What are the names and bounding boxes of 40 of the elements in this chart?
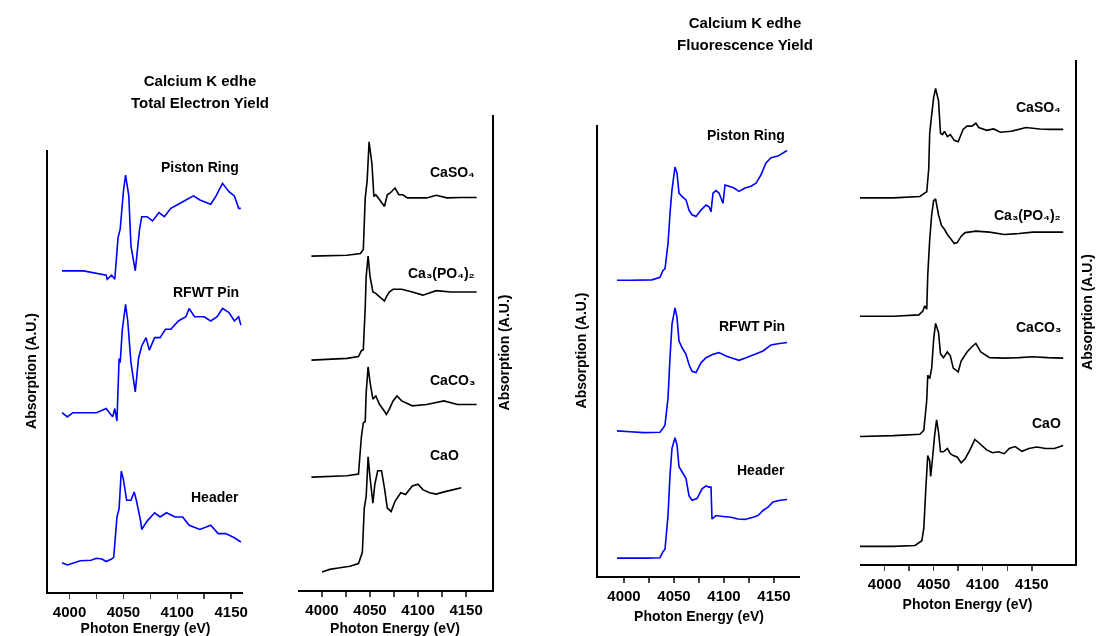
x-tick-label: 4100 — [401, 601, 435, 618]
x-tick-label: 4150 — [757, 587, 791, 604]
x-tick-label: 4000 — [305, 601, 339, 618]
y-axis-title: Absorption (A.U.) — [573, 292, 590, 409]
x-axis-title: Photon Energy (eV) — [330, 620, 460, 636]
x-tick-label: 4100 — [707, 587, 741, 604]
x-tick-label: 4000 — [52, 603, 87, 620]
series-label: Piston Ring — [161, 159, 239, 175]
x-axis-title: Photon Energy (eV) — [902, 595, 1033, 612]
x-tick-label: 4000 — [607, 587, 641, 604]
x-tick-label: 4150 — [1015, 575, 1049, 592]
x-tick-label: 4100 — [966, 575, 1000, 592]
x-tick-label: 4000 — [867, 575, 902, 592]
y2-axis-title: Absorption (A.U.) — [1078, 254, 1095, 370]
y-axis-title: Absorption (A.U.) — [23, 313, 40, 429]
chart-title: Calcium K edhe Fluorescence Yield — [677, 13, 813, 55]
x-tick-label: 4050 — [106, 603, 141, 620]
x-tick-label: 4150 — [214, 603, 248, 620]
x-axis-title: Photon Energy (eV) — [634, 607, 764, 624]
x-tick-label: 4050 — [916, 575, 951, 592]
series-label: CaO — [430, 447, 459, 463]
series-label: RFWT Pin — [173, 284, 240, 300]
x-tick-label: 4050 — [657, 587, 691, 604]
series-label: Header — [737, 462, 786, 478]
y2-axis-title: Absorption (A.U.) — [495, 294, 512, 411]
x-tick-label: 4150 — [449, 601, 483, 618]
x-axis-title: Photon Energy (eV) — [80, 620, 211, 636]
series-label: CaSO₄ — [1016, 99, 1061, 115]
series-label: RFWT Pin — [719, 318, 786, 334]
series-label: Header — [191, 489, 240, 505]
series-label: Piston Ring — [707, 127, 785, 143]
series-label: Ca₃(PO₄)₂ — [408, 265, 475, 281]
series-label: Ca₃(PO₄)₂ — [994, 207, 1061, 223]
chart-title: Calcium K edhe Total Electron Yield — [130, 71, 270, 113]
series-label: CaCO₃ — [430, 372, 476, 388]
series-label: CaSO₄ — [430, 164, 475, 180]
series-label: CaCO₃ — [1016, 319, 1062, 335]
series-label: CaO — [1032, 415, 1061, 431]
x-tick-label: 4100 — [160, 603, 194, 620]
x-tick-label: 4050 — [353, 601, 387, 618]
